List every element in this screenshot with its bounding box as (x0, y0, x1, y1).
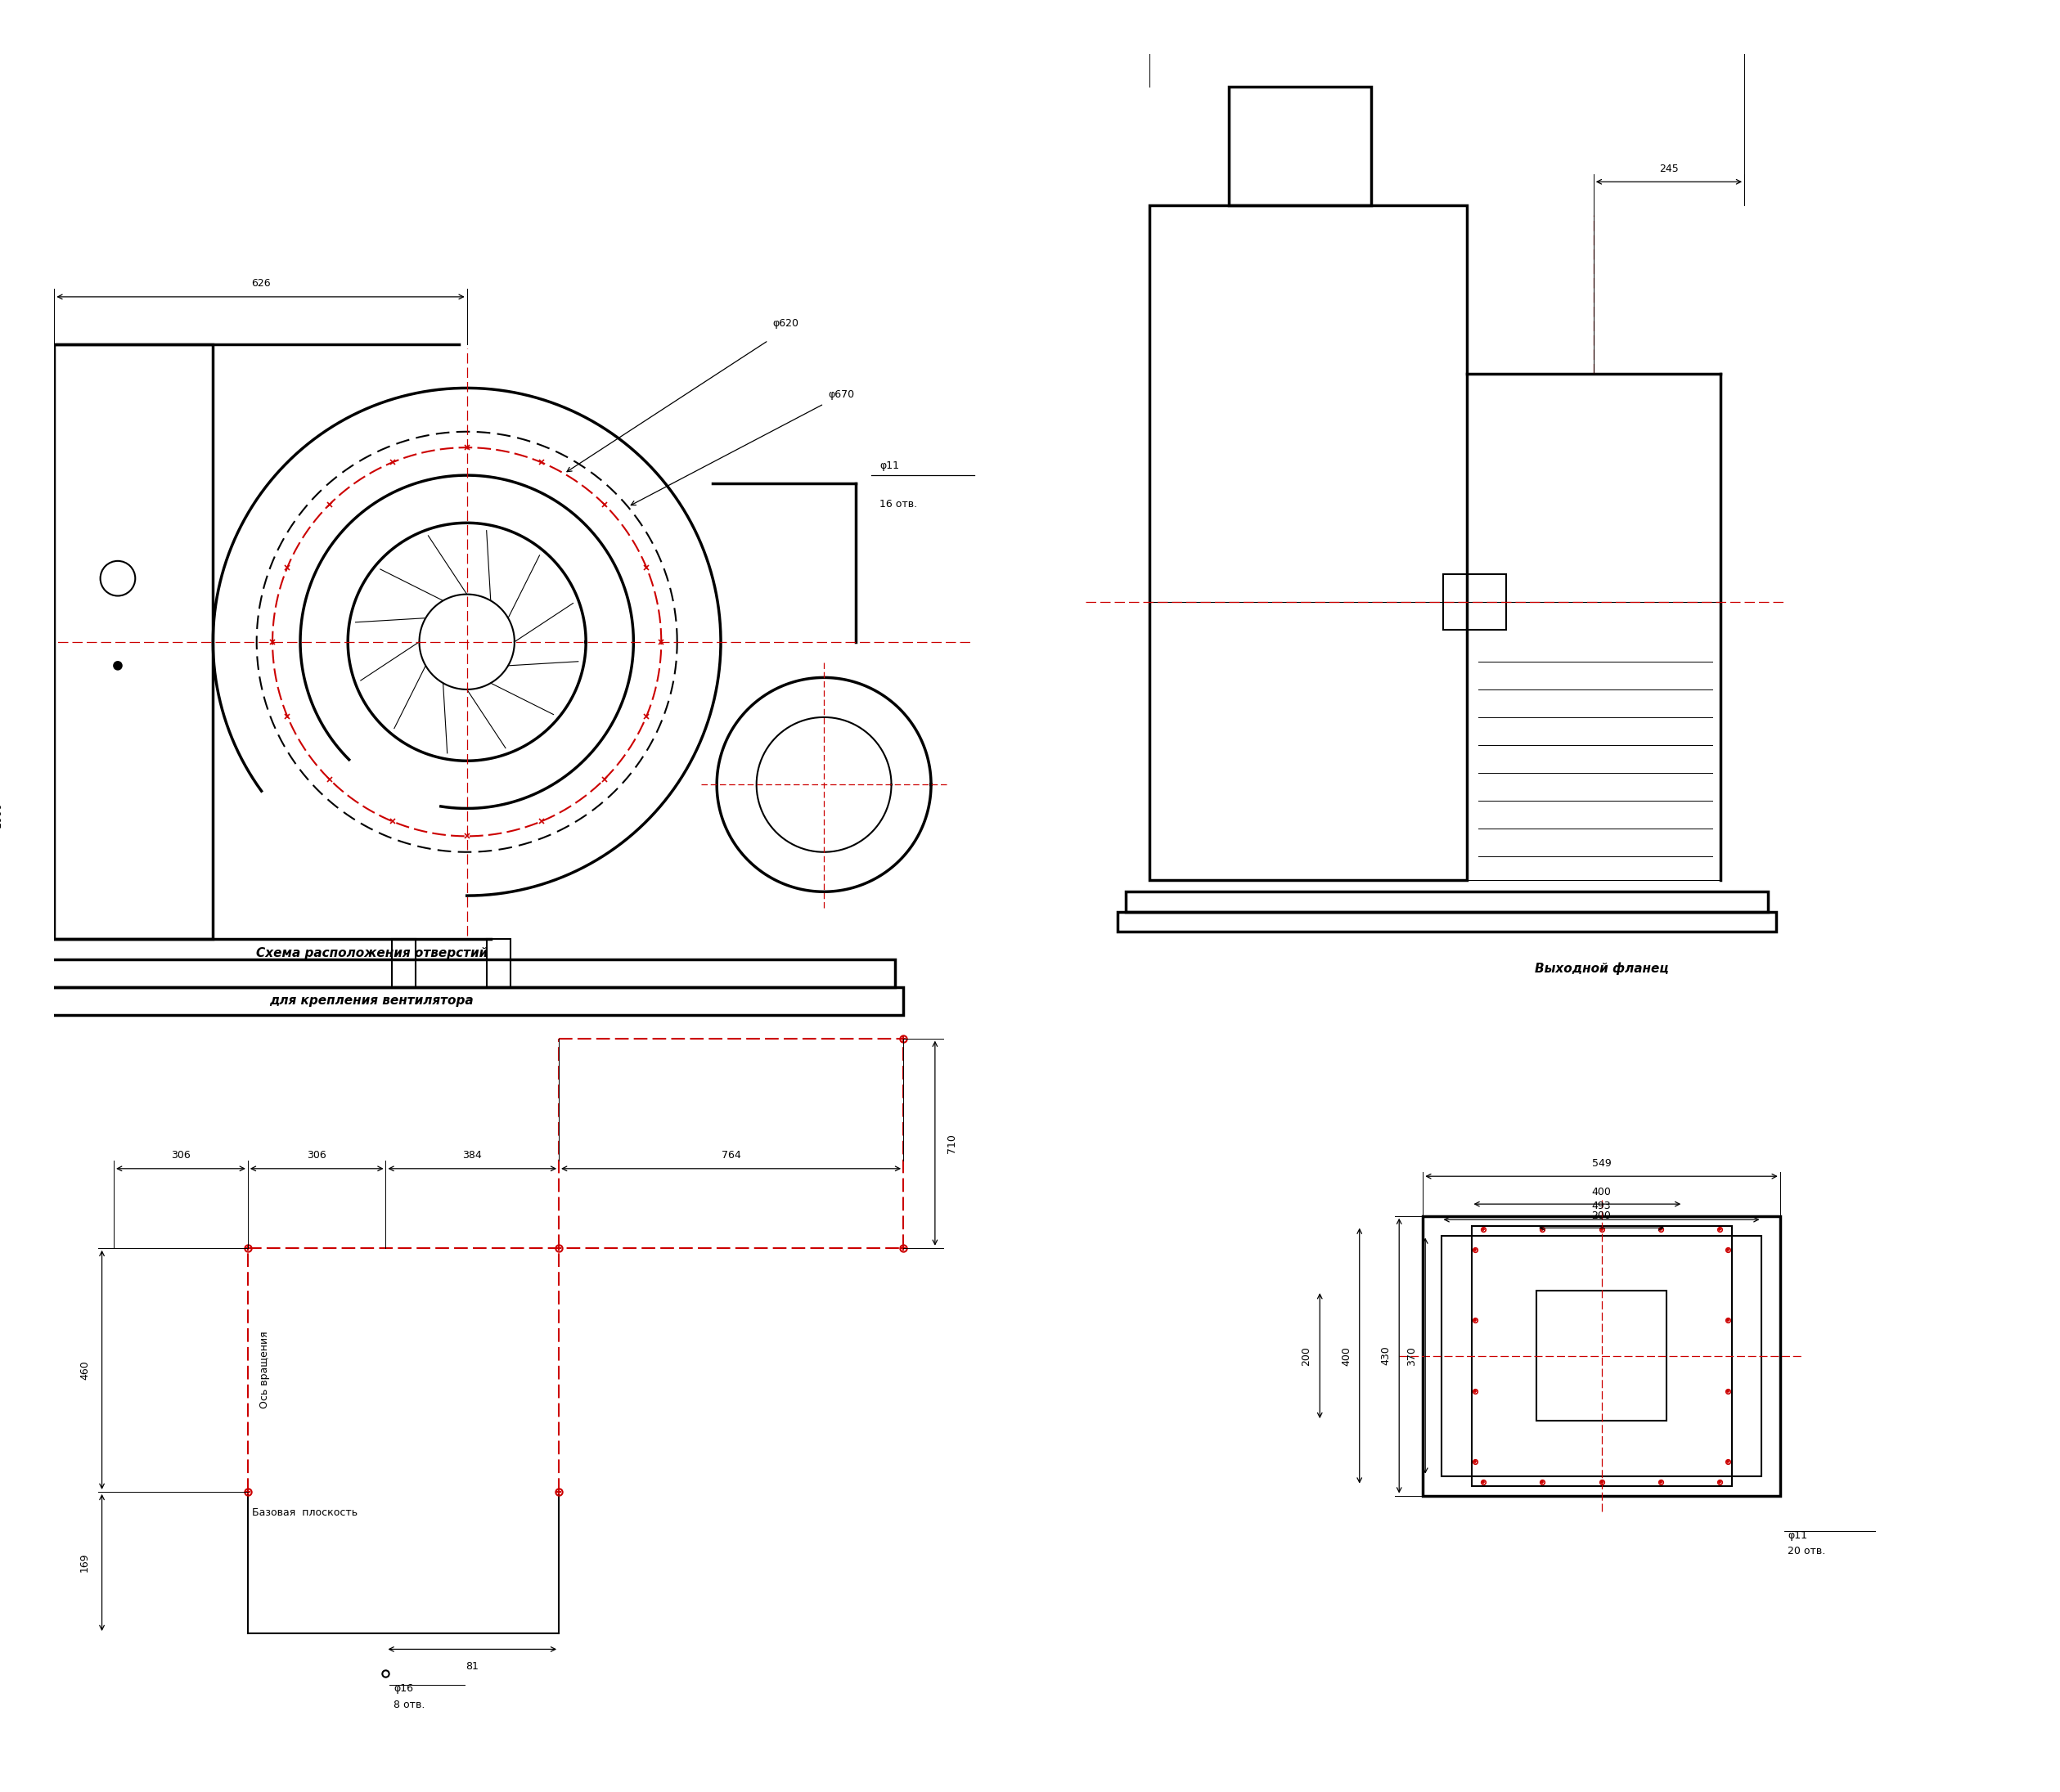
Text: 460: 460 (80, 1360, 91, 1380)
Text: 549: 549 (1592, 1158, 1611, 1168)
Bar (486, 939, 511, 987)
Text: 16 отв.: 16 отв. (880, 500, 917, 509)
Text: 1000: 1000 (0, 801, 2, 828)
Text: 626: 626 (251, 278, 270, 289)
Text: 200: 200 (1302, 1346, 1312, 1366)
Bar (1117, 912, 1776, 932)
Text: для крепления вентилятора: для крепления вентилятора (270, 995, 474, 1007)
Text: 400: 400 (1341, 1346, 1351, 1366)
Text: 169: 169 (80, 1554, 91, 1572)
Bar (1423, 1217, 1780, 1496)
Text: 400: 400 (1592, 1186, 1611, 1197)
Bar (1228, 86, 1372, 206)
Text: φ670: φ670 (828, 389, 855, 400)
Text: φ16: φ16 (393, 1683, 414, 1693)
Text: Выходной фланец: Выходной фланец (1535, 962, 1669, 975)
Text: Ось вращения: Ось вращения (260, 1331, 270, 1409)
Text: 370: 370 (1407, 1346, 1417, 1366)
Text: 81: 81 (466, 1661, 478, 1672)
Bar (1442, 1235, 1761, 1477)
Text: φ11: φ11 (880, 461, 898, 471)
Bar (1471, 1226, 1732, 1486)
Text: 764: 764 (721, 1150, 742, 1161)
Bar (391, 939, 416, 987)
Text: 200: 200 (1592, 1211, 1611, 1222)
Text: 430: 430 (1380, 1346, 1390, 1366)
Text: φ620: φ620 (772, 317, 799, 328)
Text: 493: 493 (1592, 1201, 1611, 1211)
Text: 8 отв.: 8 отв. (393, 1699, 424, 1710)
Bar (1537, 1290, 1667, 1421)
Text: 245: 245 (1658, 163, 1679, 174)
Bar (1125, 892, 1767, 912)
Text: 20 отв.: 20 отв. (1788, 1546, 1825, 1557)
Bar (23, 987, 902, 1014)
Text: 306: 306 (307, 1150, 325, 1161)
Circle shape (113, 661, 122, 670)
Text: Базовая  плоскость: Базовая плоскость (251, 1507, 356, 1518)
Bar (1442, 573, 1506, 629)
Bar (54, 344, 212, 939)
Bar (1149, 206, 1467, 880)
Text: 710: 710 (948, 1133, 958, 1152)
Text: 384: 384 (464, 1150, 482, 1161)
Bar (31, 959, 896, 987)
Text: 306: 306 (171, 1150, 190, 1161)
Text: 780: 780 (0, 484, 2, 504)
Text: Схема расположения отверстий: Схема расположения отверстий (255, 946, 488, 959)
Text: φ11: φ11 (1788, 1530, 1807, 1541)
